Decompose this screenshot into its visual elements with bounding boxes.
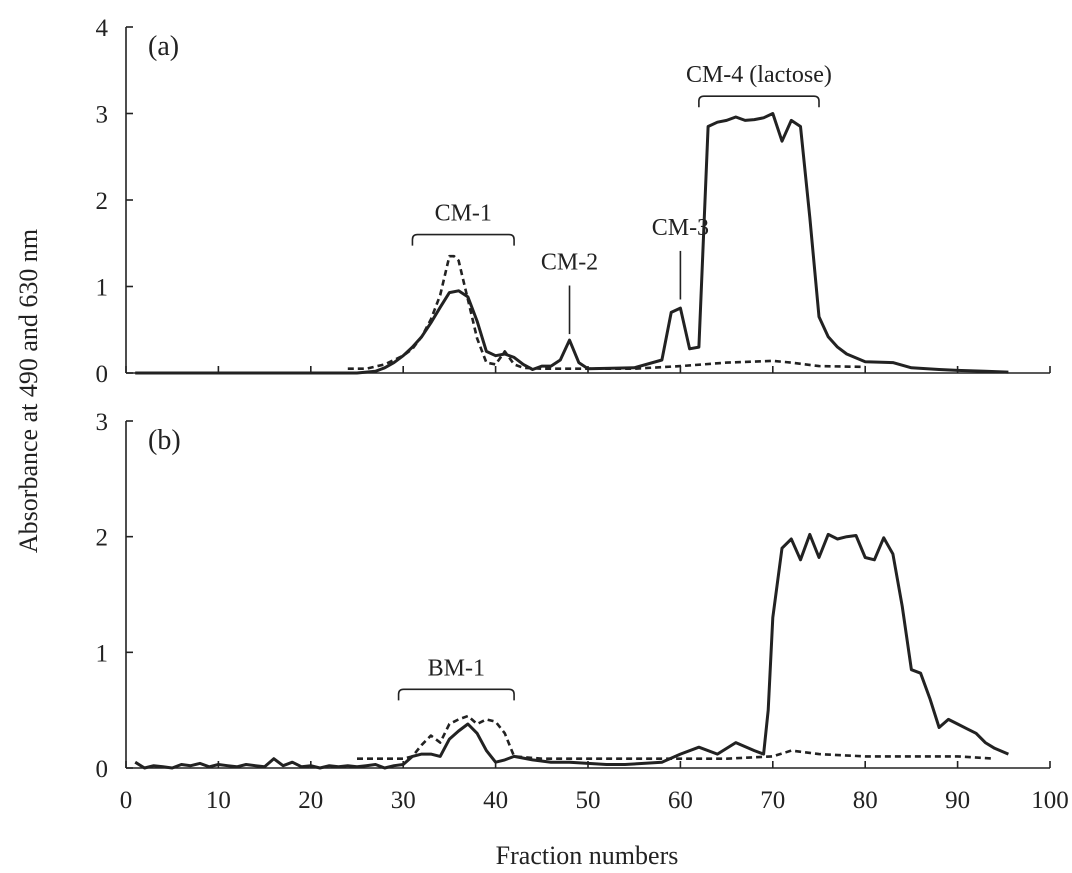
y-tick-label: 2	[96, 525, 109, 552]
x-tick-label: 20	[298, 787, 323, 814]
x-tick-label: 90	[945, 787, 970, 814]
x-tick-label: 40	[483, 787, 508, 814]
series-line-dashed	[347, 254, 866, 370]
series-line-solid	[135, 112, 1009, 375]
annotation-bracket	[397, 688, 515, 701]
x-tick-label: 50	[576, 787, 601, 814]
y-axis-title: Absorbance at 490 and 630 nm	[14, 229, 43, 553]
panel-a-chart: 0 1 2 3 4 (a) CM-1 CM-2 CM-3 CM-4 (lactose)	[96, 15, 1051, 388]
x-tick-label: 80	[853, 787, 878, 814]
panel-label: (a)	[148, 31, 179, 62]
y-tick-label: 3	[96, 409, 109, 436]
annotation-bracket	[411, 233, 515, 246]
panel-label: (b)	[148, 425, 181, 456]
annotation-label: CM-4 (lactose)	[686, 62, 832, 88]
y-tick-label: 1	[96, 640, 109, 667]
x-axis-title: Fraction numbers	[496, 841, 679, 870]
x-tick-label: 70	[760, 787, 785, 814]
y-tick-label: 0	[96, 361, 109, 388]
x-tick-label: 10	[206, 787, 231, 814]
y-tick-label: 4	[96, 15, 109, 42]
y-tick-label: 1	[96, 275, 109, 302]
x-tick-label: 100	[1031, 787, 1069, 814]
x-tick-label: 60	[668, 787, 693, 814]
annotation-label: CM-1	[435, 201, 492, 227]
y-tick-label: 0	[96, 756, 109, 783]
series-line-dashed	[357, 714, 995, 760]
annotation-label: BM-1	[428, 655, 485, 681]
y-tick-label: 3	[96, 102, 109, 129]
y-tick-label: 2	[96, 188, 109, 215]
annotation-label: CM-3	[652, 215, 709, 241]
annotation-label: CM-2	[541, 250, 598, 276]
x-tick-label: 30	[391, 787, 416, 814]
x-tick-label: 0	[120, 787, 133, 814]
annotation-bracket	[698, 95, 820, 108]
series-line-solid	[134, 532, 1009, 770]
